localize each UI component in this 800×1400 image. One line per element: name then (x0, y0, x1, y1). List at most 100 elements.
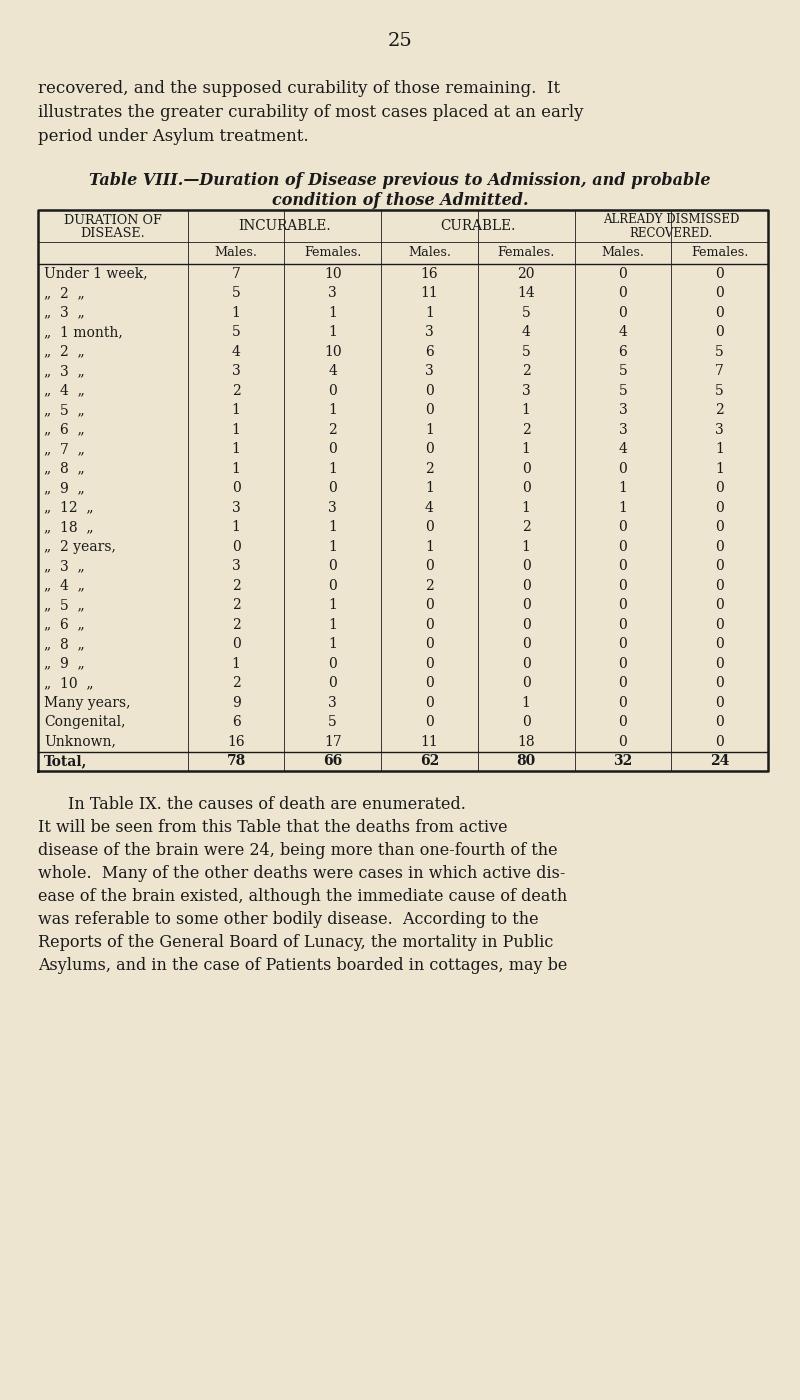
Text: 0: 0 (522, 578, 530, 592)
Text: 2: 2 (715, 403, 724, 417)
Text: Table VIII.—Duration of Disease previous to Admission, and probable: Table VIII.—Duration of Disease previous… (90, 172, 710, 189)
Text: 0: 0 (618, 617, 627, 631)
Text: 0: 0 (715, 696, 724, 710)
Text: 5: 5 (232, 325, 240, 339)
Text: „  10  „: „ 10 „ (44, 676, 94, 690)
Text: 5: 5 (715, 344, 724, 358)
Text: 14: 14 (518, 286, 535, 300)
Text: 5: 5 (522, 305, 530, 319)
Text: 1: 1 (425, 305, 434, 319)
Text: 0: 0 (522, 676, 530, 690)
Text: 10: 10 (324, 267, 342, 281)
Text: 0: 0 (618, 286, 627, 300)
Text: 1: 1 (328, 637, 337, 651)
Text: „  12  „: „ 12 „ (44, 501, 94, 515)
Text: 0: 0 (715, 676, 724, 690)
Text: 0: 0 (328, 559, 337, 573)
Text: 32: 32 (614, 755, 633, 769)
Text: 3: 3 (232, 501, 240, 515)
Text: 0: 0 (328, 578, 337, 592)
Text: 2: 2 (328, 423, 337, 437)
Text: „  2  „: „ 2 „ (44, 344, 85, 358)
Text: 0: 0 (618, 735, 627, 749)
Text: 17: 17 (324, 735, 342, 749)
Text: 0: 0 (715, 598, 724, 612)
Text: Unknown,: Unknown, (44, 735, 116, 749)
Text: „  5  „: „ 5 „ (44, 598, 85, 612)
Text: 0: 0 (715, 521, 724, 535)
Text: 1: 1 (522, 501, 530, 515)
Text: 4: 4 (618, 442, 627, 456)
Text: 2: 2 (232, 384, 240, 398)
Text: 1: 1 (328, 403, 337, 417)
Text: ease of the brain existed, although the immediate cause of death: ease of the brain existed, although the … (38, 888, 567, 904)
Text: 16: 16 (227, 735, 245, 749)
Text: „  3  „: „ 3 „ (44, 364, 85, 378)
Text: Congenital,: Congenital, (44, 715, 126, 729)
Text: 5: 5 (618, 364, 627, 378)
Text: It will be seen from this Table that the deaths from active: It will be seen from this Table that the… (38, 819, 508, 836)
Text: 5: 5 (618, 384, 627, 398)
Text: 0: 0 (715, 325, 724, 339)
Text: 0: 0 (425, 715, 434, 729)
Text: 1: 1 (231, 403, 241, 417)
Text: 1: 1 (328, 325, 337, 339)
Text: „  2  „: „ 2 „ (44, 286, 85, 300)
Text: „  8  „: „ 8 „ (44, 462, 85, 476)
Text: Females.: Females. (498, 246, 555, 259)
Text: 1: 1 (231, 423, 241, 437)
Text: 0: 0 (425, 384, 434, 398)
Text: 1: 1 (425, 540, 434, 554)
Text: 4: 4 (425, 501, 434, 515)
Text: 20: 20 (518, 267, 535, 281)
Text: 6: 6 (232, 715, 240, 729)
Text: 0: 0 (522, 482, 530, 496)
Text: 1: 1 (231, 521, 241, 535)
Text: 4: 4 (522, 325, 530, 339)
Text: 0: 0 (715, 637, 724, 651)
Text: „  9  „: „ 9 „ (44, 657, 85, 671)
Text: 1: 1 (231, 657, 241, 671)
Text: 0: 0 (425, 598, 434, 612)
Text: 0: 0 (715, 267, 724, 281)
Text: Females.: Females. (304, 246, 362, 259)
Text: 0: 0 (715, 305, 724, 319)
Text: 10: 10 (324, 344, 342, 358)
Text: 0: 0 (618, 521, 627, 535)
Text: 0: 0 (522, 637, 530, 651)
Text: was referable to some other bodily disease.  According to the: was referable to some other bodily disea… (38, 911, 538, 928)
Text: 66: 66 (323, 755, 342, 769)
Text: Reports of the General Board of Lunacy, the mortality in Public: Reports of the General Board of Lunacy, … (38, 934, 554, 951)
Text: „  8  „: „ 8 „ (44, 637, 85, 651)
Text: 0: 0 (618, 267, 627, 281)
Text: Females.: Females. (691, 246, 748, 259)
Text: period under Asylum treatment.: period under Asylum treatment. (38, 127, 309, 146)
Text: 25: 25 (388, 32, 412, 50)
Text: 0: 0 (425, 617, 434, 631)
Text: 2: 2 (522, 423, 530, 437)
Text: „  3  „: „ 3 „ (44, 559, 85, 573)
Text: 0: 0 (618, 715, 627, 729)
Text: 1: 1 (231, 305, 241, 319)
Text: 0: 0 (618, 637, 627, 651)
Text: „  4  „: „ 4 „ (44, 384, 85, 398)
Text: 0: 0 (715, 735, 724, 749)
Text: 0: 0 (425, 676, 434, 690)
Text: 2: 2 (425, 578, 434, 592)
Text: 62: 62 (420, 755, 439, 769)
Text: 1: 1 (618, 482, 627, 496)
Text: 0: 0 (522, 598, 530, 612)
Text: 0: 0 (715, 286, 724, 300)
Text: 1: 1 (522, 540, 530, 554)
Text: Males.: Males. (602, 246, 645, 259)
Text: 0: 0 (715, 657, 724, 671)
Text: 1: 1 (522, 403, 530, 417)
Text: 3: 3 (425, 325, 434, 339)
Text: 1: 1 (522, 442, 530, 456)
Text: 3: 3 (715, 423, 724, 437)
Text: 0: 0 (425, 559, 434, 573)
Text: 0: 0 (328, 384, 337, 398)
Text: 80: 80 (517, 755, 536, 769)
Text: 0: 0 (618, 598, 627, 612)
Text: 2: 2 (232, 578, 240, 592)
